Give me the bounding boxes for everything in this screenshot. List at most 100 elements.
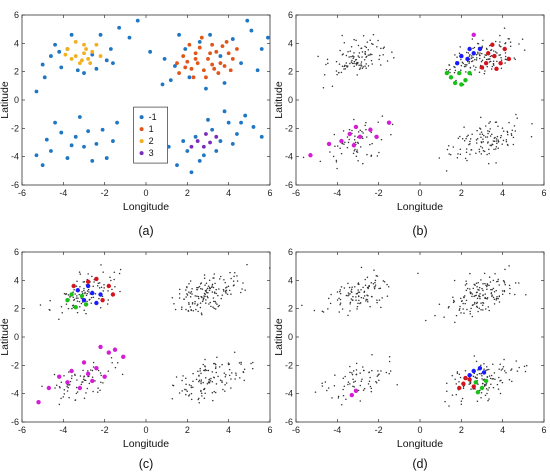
background-point <box>366 41 369 43</box>
background-point <box>499 392 502 395</box>
y-tick-label: 2 <box>14 304 19 314</box>
background-point <box>362 132 364 134</box>
background-point <box>92 361 95 364</box>
background-point <box>53 373 56 376</box>
background-point <box>472 47 474 50</box>
data-point <box>94 276 99 282</box>
background-point <box>197 295 200 298</box>
background-point <box>358 56 360 58</box>
data-point <box>181 54 186 58</box>
background-point <box>499 54 502 56</box>
background-point <box>76 300 79 302</box>
background-point <box>338 297 340 300</box>
background-point <box>200 392 203 394</box>
background-point <box>481 52 483 55</box>
background-point <box>374 281 376 284</box>
background-point <box>473 295 475 298</box>
data-point <box>222 109 227 114</box>
background-point <box>362 297 365 299</box>
background-point <box>483 368 485 370</box>
background-point <box>488 368 490 371</box>
background-point <box>485 284 487 287</box>
background-point <box>327 387 330 389</box>
background-point <box>363 387 366 390</box>
background-point <box>369 54 371 56</box>
background-point <box>353 118 355 121</box>
background-point <box>499 34 501 37</box>
background-point <box>468 143 470 146</box>
background-point <box>339 289 341 291</box>
data-point <box>457 70 462 76</box>
background-point <box>471 295 473 298</box>
background-point <box>213 291 216 293</box>
y-tick-label: -6 <box>285 417 293 427</box>
background-point <box>360 296 363 299</box>
data-point <box>230 142 235 146</box>
background-point <box>340 286 343 288</box>
background-point <box>469 381 471 384</box>
background-point <box>495 297 498 300</box>
background-point <box>487 399 489 402</box>
data-point <box>98 292 103 297</box>
background-point <box>190 386 193 389</box>
background-point <box>462 302 464 305</box>
background-point <box>217 305 220 308</box>
background-point <box>111 361 113 364</box>
background-point <box>227 362 230 364</box>
background-point <box>99 307 102 309</box>
y-tick-label: -6 <box>11 180 19 190</box>
background-point <box>497 278 499 281</box>
background-point <box>79 375 82 377</box>
background-point <box>366 294 368 296</box>
data-point <box>69 292 74 297</box>
background-point <box>489 377 492 380</box>
background-point <box>366 153 368 156</box>
background-point <box>493 137 496 139</box>
background-point <box>83 379 86 382</box>
background-point <box>364 284 367 286</box>
background-point <box>452 296 454 299</box>
background-point <box>494 51 497 53</box>
background-point <box>484 293 486 295</box>
background-point <box>74 293 76 295</box>
background-point <box>68 396 70 399</box>
background-point <box>74 399 76 401</box>
x-tick-label: -6 <box>18 425 26 435</box>
background-point <box>326 58 329 61</box>
background-point <box>192 386 194 389</box>
background-point <box>485 58 488 61</box>
background-point <box>369 305 371 308</box>
background-point <box>496 280 498 283</box>
data-point <box>90 378 95 384</box>
background-point <box>475 305 478 308</box>
background-point <box>206 295 209 298</box>
data-point <box>189 170 194 175</box>
background-point <box>465 51 468 54</box>
background-point <box>240 291 242 294</box>
background-point <box>98 287 101 289</box>
data-point <box>235 132 239 136</box>
data-point <box>467 377 472 382</box>
background-point <box>213 300 215 303</box>
background-point <box>482 294 484 296</box>
data-point <box>189 144 194 149</box>
background-point <box>452 146 455 148</box>
background-point <box>225 373 227 376</box>
background-point <box>471 293 474 295</box>
background-point <box>357 289 359 291</box>
background-point <box>489 281 492 283</box>
background-point <box>203 369 205 372</box>
background-point <box>465 65 467 67</box>
background-point <box>351 59 353 62</box>
background-point <box>226 293 229 295</box>
background-point <box>485 388 488 390</box>
background-point <box>323 74 326 76</box>
background-point <box>465 299 468 302</box>
background-point <box>352 378 354 380</box>
background-point <box>492 279 495 282</box>
background-point <box>497 388 500 390</box>
background-point <box>321 382 323 384</box>
background-point <box>197 303 199 305</box>
data-point <box>452 80 458 86</box>
x-tick-label: -2 <box>375 188 383 198</box>
